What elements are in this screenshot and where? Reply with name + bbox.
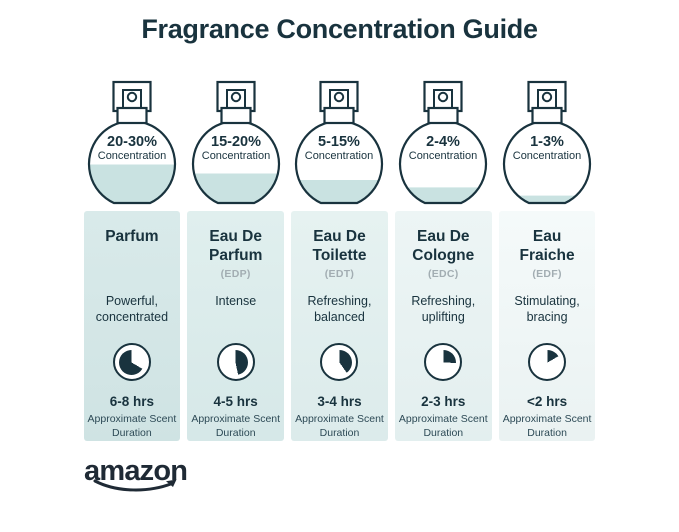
clock-icon (216, 343, 255, 381)
fragrance-abbr (105, 249, 158, 261)
duration-value: 3-4 hrs (317, 394, 362, 409)
amazon-wordmark: amazon (84, 455, 188, 487)
cap-dot (230, 91, 241, 103)
bottle-concentration-label: Concentration (201, 150, 270, 162)
fragrance-description: Stimulating, bracing (514, 294, 580, 324)
bottle-collar (427, 106, 459, 125)
column-eau-fraiche: Eau Fraiche (EDF) Stimulating, bracing <… (498, 211, 596, 441)
duration-value: <2 hrs (527, 394, 568, 409)
bottle-liquid (400, 187, 487, 203)
clock-pie (326, 349, 352, 375)
bottle-range-label: 5-15% (319, 134, 361, 150)
cap-dot (126, 91, 138, 103)
duration-value: 4-5 hrs (213, 394, 258, 409)
duration-value: 2-3 hrs (421, 394, 466, 409)
duration-caption: Approximate Scent Duration (191, 413, 281, 439)
column-eau-de-parfum: Eau De Parfum (EDP) Intense 4-5 hrs Appr… (187, 211, 285, 441)
bottle-range-label: 15-20% (211, 134, 261, 150)
bottle-liquid (504, 195, 591, 203)
bottle-cell-eau-de-cologne: 2-4% Concentration (395, 79, 492, 207)
amazon-smile-icon (93, 479, 177, 492)
column-eau-de-toilette: Eau De Toilette (EDT) Refreshing, balanc… (291, 211, 388, 441)
fragrance-abbr: (EDC) (427, 268, 459, 280)
bottle-cell-eau-de-toilette: 5-15% Concentration (291, 79, 388, 207)
bottle-liquid (296, 180, 383, 203)
bottle-collar (531, 106, 563, 125)
bottle-liquid (192, 173, 279, 203)
bottle-concentration-label: Concentration (98, 150, 167, 162)
bottle-range-label: 20-30% (107, 134, 157, 150)
column-head: Eau De Toilette (EDT) (302, 227, 376, 293)
bottles-row: 20-30% Concentration 15-20% Concentratio… (84, 79, 596, 207)
fragrance-description: Intense (215, 294, 257, 308)
bottle-body-fill (504, 120, 591, 203)
column-eau-de-cologne: Eau De Cologne (EDC) Refreshing, uplifti… (394, 211, 492, 441)
bottle-range-label: 2-4% (426, 134, 460, 150)
duration-caption: Approximate Scent Duration (502, 413, 592, 439)
bottle-cell-eau-fraiche: 1-3% Concentration (499, 79, 596, 207)
duration-caption: Approximate Scent Duration (398, 413, 488, 439)
bottle-collar (116, 106, 148, 125)
bottle-concentration-label: Concentration (409, 150, 478, 162)
column-head: Eau De Cologne (EDC) (406, 227, 480, 293)
cap-dot (438, 91, 449, 103)
clock-icon (112, 343, 151, 381)
bottle-cell-eau-de-parfum: 15-20% Concentration (187, 79, 284, 207)
fragrance-description: Refreshing, uplifting (411, 294, 476, 324)
page-title: Fragrance Concentration Guide (141, 14, 538, 44)
bottle-body-fill (400, 120, 487, 203)
clock-icon (424, 343, 463, 381)
clock-icon (528, 343, 567, 381)
fragrance-abbr: (EDT) (324, 268, 355, 280)
column-head: Parfum (105, 227, 158, 293)
cap-dot (541, 91, 553, 103)
fragrance-table: Parfum Powerful, concentrated 6-8 hrs Ap… (83, 211, 596, 441)
fragrance-name: Eau De Toilette (312, 228, 367, 264)
bottle-cell-parfum: 20-30% Concentration (84, 79, 181, 207)
clock-pie (534, 349, 560, 375)
bottle-range-label: 1-3% (530, 134, 564, 150)
perfume-bottle-icon: 1-3% Concentration (502, 80, 592, 205)
cap-dot (334, 91, 345, 103)
bottle-concentration-label: Concentration (513, 150, 582, 162)
perfume-bottle-icon: 20-30% Concentration (87, 80, 176, 205)
infographic-canvas: Fragrance Concentration Guide 20-30% Con… (0, 14, 679, 532)
fragrance-description: Powerful, concentrated (95, 294, 169, 324)
fragrance-abbr: (EDF) (532, 268, 562, 280)
fragrance-abbr: (EDP) (220, 268, 251, 280)
fragrance-description: Refreshing, balanced (307, 294, 372, 324)
fragrance-name: Eau Fraiche (519, 228, 575, 264)
duration-caption: Approximate Scent Duration (295, 413, 384, 439)
amazon-logo: amazon (84, 457, 194, 494)
perfume-bottle-icon: 2-4% Concentration (399, 80, 488, 205)
bottle-collar (323, 106, 356, 125)
fragrance-name: Parfum (105, 228, 159, 245)
column-head: Eau De Parfum (EDP) (199, 227, 273, 293)
duration-caption: Approximate Scent Duration (87, 413, 177, 439)
fragrance-name: Eau De Cologne (412, 228, 475, 264)
bottle-liquid (88, 164, 175, 203)
column-parfum: Parfum Powerful, concentrated 6-8 hrs Ap… (83, 211, 181, 441)
clock-pie (223, 349, 249, 375)
duration-value: 6-8 hrs (109, 394, 155, 409)
bottle-concentration-label: Concentration (305, 150, 374, 162)
perfume-bottle-icon: 5-15% Concentration (295, 80, 384, 205)
fragrance-name: Eau De Parfum (208, 228, 263, 264)
column-head: Eau Fraiche (EDF) (510, 227, 584, 293)
clock-icon (320, 343, 359, 381)
perfume-bottle-icon: 15-20% Concentration (191, 80, 280, 205)
clock-pie (430, 349, 456, 375)
bottle-collar (220, 106, 252, 125)
clock-pie (119, 349, 145, 375)
